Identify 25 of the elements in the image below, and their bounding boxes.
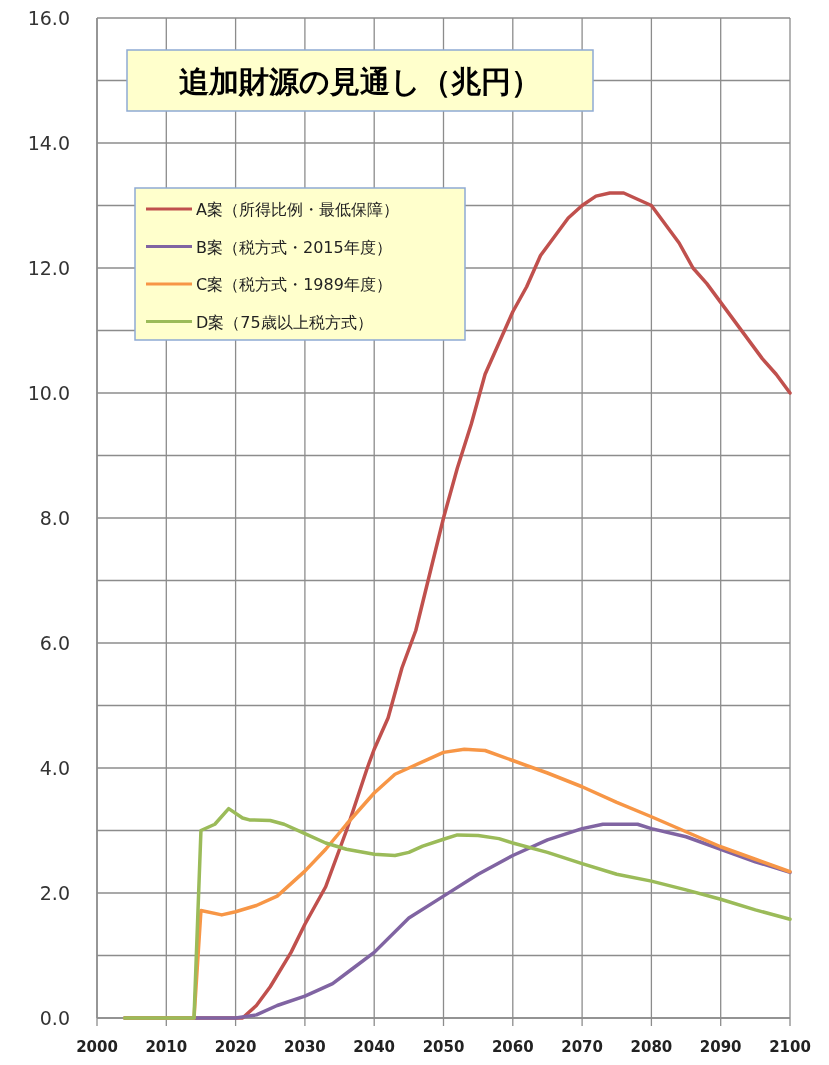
y-tick-label: 14.0 [27, 132, 70, 154]
title: 追加財源の見通し（兆円） [126, 49, 594, 112]
x-tick-label: 2000 [76, 1038, 118, 1056]
legend-label: C案（税方式・1989年度） [196, 275, 392, 294]
y-tick-label: 0.0 [39, 1007, 70, 1029]
y-tick-label: 6.0 [39, 632, 70, 654]
x-tick-label: 2100 [769, 1038, 811, 1056]
x-tick-label: 2040 [353, 1038, 396, 1056]
x-tick-label: 2030 [284, 1038, 326, 1056]
legend-label: B案（税方式・2015年度） [196, 237, 392, 257]
x-tick-label: 2050 [422, 1038, 465, 1056]
y-tick-label: 16.0 [27, 7, 70, 29]
x-tick-label: 2090 [699, 1038, 742, 1056]
y-tick-label: 8.0 [39, 507, 70, 529]
y-tick-label: 4.0 [39, 757, 70, 779]
legend-label: D案（75歳以上税方式） [196, 312, 373, 332]
x-tick-label: 2070 [561, 1038, 603, 1056]
y-tick-label: 10.0 [27, 382, 70, 404]
x-tick-label: 2080 [630, 1038, 673, 1056]
y-tick-label: 2.0 [39, 882, 70, 904]
x-tick-label: 2010 [145, 1038, 188, 1056]
y-tick-label: 12.0 [27, 257, 70, 279]
legend-label: A案（所得比例・最低保障） [196, 200, 399, 219]
x-tick-label: 2020 [214, 1038, 257, 1056]
x-tick-label: 2060 [491, 1038, 534, 1056]
